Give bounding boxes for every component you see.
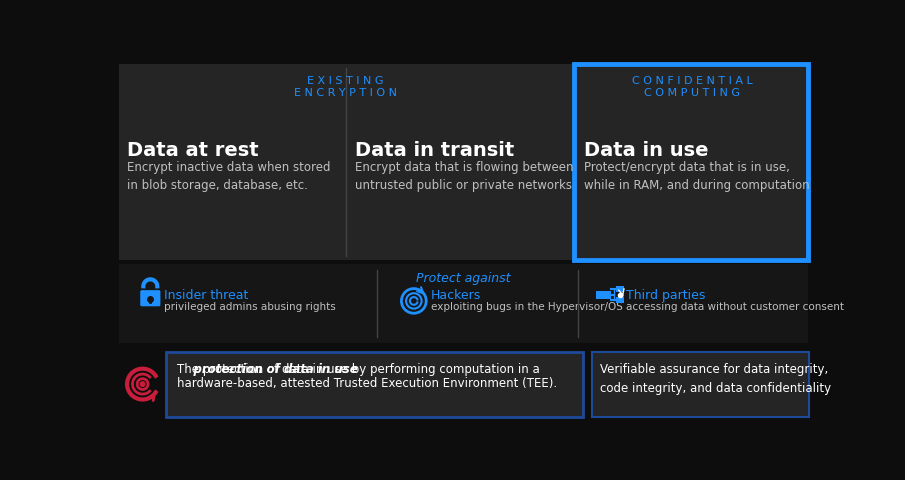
Text: protection of data in use: protection of data in use bbox=[176, 362, 357, 375]
Text: E X I S T I N G: E X I S T I N G bbox=[308, 76, 384, 86]
Text: Encrypt inactive data when stored
in blob storage, database, etc.: Encrypt inactive data when stored in blo… bbox=[127, 161, 330, 192]
Bar bbox=[119, 264, 808, 343]
Text: Third parties: Third parties bbox=[626, 288, 706, 301]
Text: C O N F I D E N T I A L: C O N F I D E N T I A L bbox=[632, 76, 752, 86]
Text: hardware-based, attested Trusted Execution Environment (TEE).: hardware-based, attested Trusted Executi… bbox=[176, 377, 557, 390]
Bar bbox=[592, 352, 809, 417]
Bar bbox=[166, 352, 583, 417]
Bar bbox=[575, 64, 808, 260]
Text: Hackers: Hackers bbox=[431, 288, 481, 301]
FancyBboxPatch shape bbox=[140, 290, 160, 306]
Text: Encrypt data that is flowing between
untrusted public or private networks: Encrypt data that is flowing between unt… bbox=[355, 161, 574, 192]
Text: Protect against: Protect against bbox=[416, 272, 510, 285]
Text: E N C R Y P T I O N: E N C R Y P T I O N bbox=[294, 88, 397, 98]
Text: Verifiable assurance for data integrity,
code integrity, and data confidentialit: Verifiable assurance for data integrity,… bbox=[600, 362, 831, 395]
Text: Insider threat: Insider threat bbox=[165, 288, 249, 301]
Text: C O M P U T I N G: C O M P U T I N G bbox=[644, 88, 740, 98]
Text: privileged admins abusing rights: privileged admins abusing rights bbox=[165, 302, 336, 312]
Bar bbox=[119, 64, 808, 260]
Text: Data in transit: Data in transit bbox=[355, 141, 514, 160]
Text: Protect/encrypt data that is in use,
while in RAM, and during computation: Protect/encrypt data that is in use, whi… bbox=[585, 161, 810, 192]
Text: accessing data without customer consent: accessing data without customer consent bbox=[626, 302, 844, 312]
Bar bbox=[616, 297, 624, 303]
Text: exploiting bugs in the Hypervisor/OS: exploiting bugs in the Hypervisor/OS bbox=[431, 302, 623, 312]
Text: Data in use: Data in use bbox=[585, 141, 709, 160]
Bar bbox=[616, 286, 624, 292]
Circle shape bbox=[140, 382, 145, 386]
Bar bbox=[596, 291, 612, 299]
Text: Data at rest: Data at rest bbox=[127, 141, 259, 160]
Text: The protection of data in use by performing computation in a: The protection of data in use by perform… bbox=[176, 362, 539, 375]
